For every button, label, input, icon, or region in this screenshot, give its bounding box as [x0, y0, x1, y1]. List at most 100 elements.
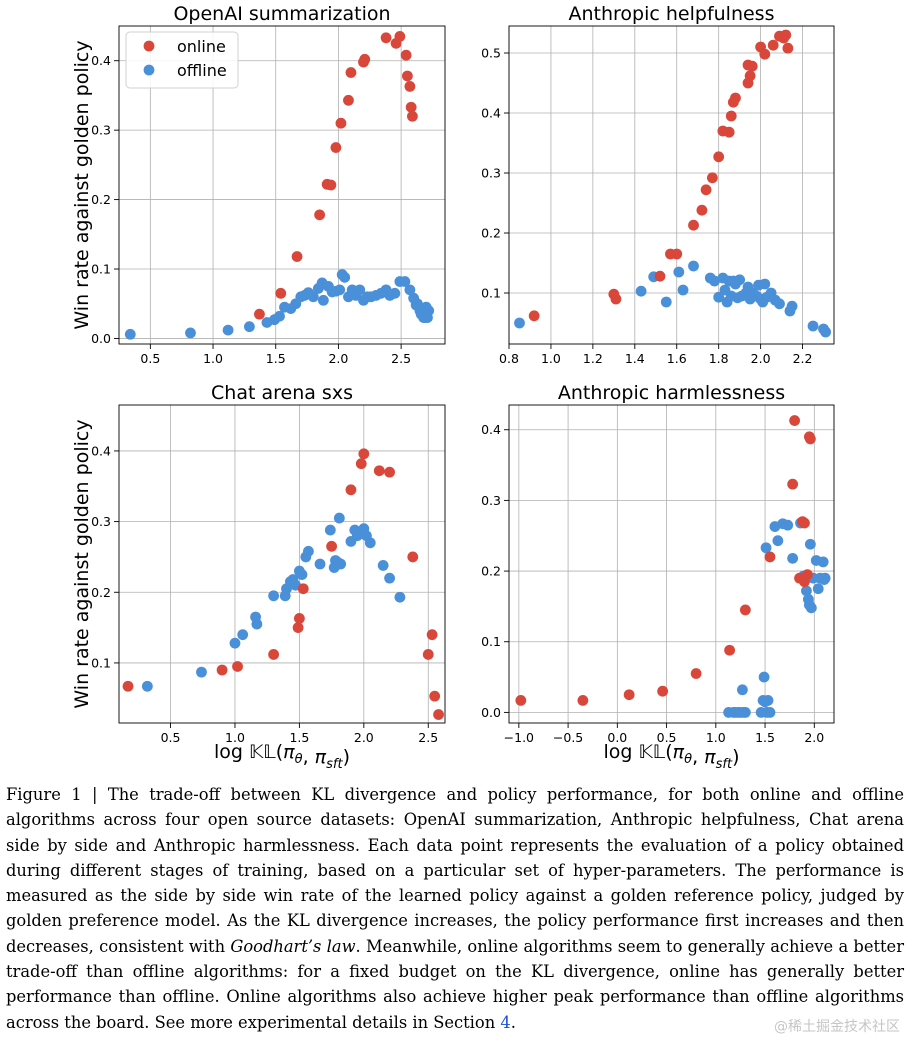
offline-point	[404, 284, 416, 296]
plot-frame	[508, 25, 835, 345]
plot-frame	[118, 404, 446, 724]
online-point	[688, 219, 699, 231]
online-point	[725, 110, 737, 122]
caption-emphasis: Goodhart’s law	[230, 936, 356, 956]
online-point	[657, 685, 669, 697]
online-point	[358, 448, 370, 460]
offline-point	[774, 298, 785, 310]
x-tick-label: 1.6	[667, 351, 687, 366]
x-tick-label: 0.8	[499, 351, 519, 366]
x-tick-label: 1.0	[225, 730, 245, 745]
y-tick-label: 0.3	[91, 514, 111, 529]
x-tick-label: 2.5	[418, 730, 438, 745]
online-point	[623, 689, 635, 701]
offline-point	[673, 266, 685, 278]
online-point	[355, 458, 367, 470]
x-tick-label: 1.5	[755, 730, 775, 745]
offline-point	[787, 552, 799, 564]
x-tick-label: 1.0	[706, 730, 726, 745]
offline-point	[333, 512, 345, 524]
y-tick-label: 0.3	[481, 166, 501, 181]
y-tick-label: 0.1	[481, 634, 501, 649]
offline-point	[782, 519, 794, 531]
online-legend-label: online	[177, 37, 226, 56]
online-legend-marker	[143, 40, 155, 52]
online-point	[700, 184, 712, 196]
panel-title: Anthropic harmlessness	[558, 382, 785, 404]
x-tick-label: −0.5	[553, 730, 583, 745]
caption-lead: Figure 1 | The trade-off between KL dive…	[6, 785, 904, 956]
x-tick-label: 1.5	[266, 351, 286, 366]
y-tick-label: 0.4	[91, 53, 111, 68]
online-point	[314, 209, 326, 221]
online-point	[275, 287, 287, 299]
offline-point	[229, 637, 241, 649]
offline-point	[237, 629, 249, 641]
offline-point	[660, 296, 672, 308]
offline-point	[296, 569, 308, 580]
online-point	[400, 49, 412, 61]
offline-point	[244, 321, 255, 333]
figure-caption: Figure 1 | The trade-off between KL dive…	[6, 782, 904, 1035]
panel-3: 0.5 1.0 1.5 2.0 2.5 0.1 0.2 0.3 0.4 Chat arena sx…	[91, 382, 446, 745]
x-tick-label: −1.0	[504, 730, 534, 745]
figure-canvas: 0.5 1.0 1.5 2.0 2.5 0.0 0.1 0.2 0.3 0.4 OpenAI sum…	[71, 3, 835, 772]
offline-point	[185, 327, 196, 339]
offline-point	[399, 276, 411, 287]
y-tick-label: 0.2	[481, 564, 501, 579]
offline-point	[805, 602, 817, 614]
watermark: @稀土掘金技术社区	[774, 1019, 900, 1035]
x-tick-label: 2.0	[354, 730, 374, 745]
online-point	[422, 649, 434, 660]
offline-point	[389, 287, 401, 299]
y-axis-label: Win rate against golden policy	[71, 419, 93, 708]
offline-point	[335, 558, 347, 570]
x-tick-label: 2.0	[804, 730, 824, 745]
online-point	[335, 117, 347, 129]
online-point	[401, 70, 413, 82]
x-tick-label: 2.2	[793, 351, 813, 366]
offline-point	[384, 572, 395, 584]
online-point	[292, 622, 304, 633]
online-point	[746, 60, 758, 72]
offline-point	[734, 274, 746, 286]
online-point	[330, 142, 342, 153]
online-point	[291, 251, 303, 262]
offline-point	[377, 560, 389, 571]
x-tick-label: 1.0	[541, 351, 561, 366]
offline-point	[635, 285, 647, 297]
online-point	[782, 42, 794, 54]
y-tick-label: 0.4	[91, 443, 111, 458]
panel-title: Anthropic helpfulness	[569, 3, 775, 25]
online-point	[122, 680, 134, 692]
offline-point	[351, 530, 363, 542]
online-point	[405, 101, 417, 113]
offline-point	[817, 556, 829, 568]
online-point	[426, 629, 438, 641]
online-point	[373, 465, 385, 477]
y-axis-label: Win rate against golden policy	[71, 40, 93, 329]
y-tick-label: 0.2	[91, 585, 111, 600]
online-point	[780, 29, 792, 41]
x-tick-label: 0.5	[161, 730, 181, 745]
online-point	[394, 31, 406, 42]
plot-frame	[118, 25, 446, 345]
plot-frame	[508, 404, 835, 724]
offline-point	[274, 310, 285, 322]
offline-point	[514, 317, 525, 329]
x-tick-label: 0.5	[140, 351, 160, 366]
y-tick-label: 0.1	[91, 655, 111, 670]
x-axis-label-left: log 𝕂𝕃(πθ, πsft)	[214, 741, 350, 772]
legend: online offline	[125, 31, 239, 89]
offline-point	[314, 558, 326, 570]
offline-point	[394, 591, 406, 603]
online-point	[297, 583, 309, 595]
panel-title: Chat arena sxs	[211, 382, 353, 404]
online-point	[799, 517, 810, 529]
x-tick-label: 1.2	[583, 351, 603, 366]
x-tick-label: 2.0	[328, 351, 348, 366]
section-link[interactable]: 4	[500, 1012, 511, 1032]
online-point	[345, 484, 357, 496]
online-point	[706, 172, 718, 184]
x-tick-label: 2.5	[391, 351, 411, 366]
